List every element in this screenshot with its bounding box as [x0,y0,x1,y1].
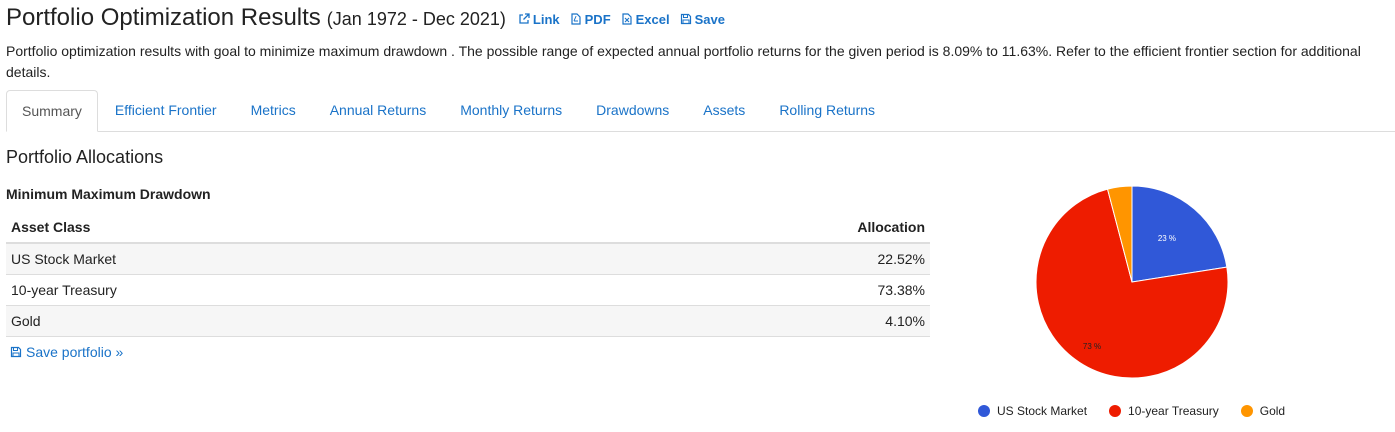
allocation-table: Asset Class Allocation US Stock Market 2… [6,211,930,337]
floppy-disk-icon [10,346,22,358]
floppy-disk-icon [680,13,691,25]
save-portfolio-link[interactable]: Save portfolio » [10,344,123,360]
tab-rolling-returns[interactable]: Rolling Returns [779,102,876,118]
external-link-icon [519,13,530,24]
table-header-row: Asset Class Allocation [6,211,930,244]
period-range: (Jan 1972 - Dec 2021) [326,9,506,29]
allocation-value: 73.38% [559,274,930,306]
pie-slice-us-stock-market[interactable] [1131,185,1228,283]
table-row: 10-year Treasury 73.38% [6,274,930,306]
legend-label: 10-year Treasury [1128,404,1219,418]
section-title: Portfolio Allocations [6,147,164,167]
tab-monthly-returns[interactable]: Monthly Returns [460,102,563,118]
legend-color-dot [1109,405,1122,417]
tab-assets[interactable]: Assets [703,102,746,118]
page-title: Portfolio Optimization Results [6,4,321,31]
page-header: Portfolio Optimization Results (Jan 1972… [6,4,725,32]
tab-metrics[interactable]: Metrics [250,102,296,118]
allocation-value: 4.10% [559,305,930,337]
tab-efficient-frontier[interactable]: Efficient Frontier [114,102,217,118]
legend-item[interactable]: Gold [1240,404,1286,418]
chart-legend: US Stock Market 10-year Treasury Gold [978,404,1285,418]
legend-color-dot [1240,405,1253,417]
tab-bar: Summary Efficient Frontier Metrics Annua… [6,90,1395,132]
link-button[interactable]: Link [518,12,560,27]
save-button[interactable]: Save [680,12,725,27]
description-text: Portfolio optimization results with goal… [6,43,1361,80]
column-header-allocation: Allocation [559,211,930,244]
legend-label: US Stock Market [997,404,1088,418]
asset-name: 10-year Treasury [6,274,560,306]
table-row: Gold 4.10% [6,305,930,337]
legend-item[interactable]: US Stock Market [978,404,1087,418]
legend-color-dot [978,405,990,417]
asset-name: US Stock Market [6,243,560,275]
asset-name: Gold [6,305,560,337]
pie-slice-gold[interactable] [1106,185,1133,283]
legend-item[interactable]: 10-year Treasury [1109,404,1219,418]
subsection-title: Minimum Maximum Drawdown [6,186,211,202]
pie-slice-10-year-treasury[interactable] [1035,188,1229,379]
allocation-pie-chart: 23 % 73 % [1035,185,1229,379]
table-row: US Stock Market 22.52% [6,243,930,275]
legend-label: Gold [1259,404,1286,418]
pie-data-label: 23 % [1158,234,1176,243]
export-links: Link PDF Excel Save [518,12,725,27]
allocation-value: 22.52% [559,243,930,275]
tab-annual-returns[interactable]: Annual Returns [329,102,427,118]
save-portfolio-label: Save portfolio » [26,344,124,360]
pdf-button[interactable]: PDF [570,12,611,27]
pie-data-label: 73 % [1083,342,1101,351]
column-header-asset: Asset Class [6,211,560,244]
excel-button[interactable]: Excel [621,12,670,27]
tab-drawdowns[interactable]: Drawdowns [596,102,670,118]
tab-summary[interactable]: Summary [6,90,98,132]
excel-file-icon [622,13,632,25]
pdf-file-icon [571,13,581,25]
